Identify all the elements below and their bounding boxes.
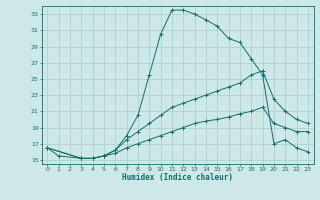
X-axis label: Humidex (Indice chaleur): Humidex (Indice chaleur) xyxy=(122,173,233,182)
